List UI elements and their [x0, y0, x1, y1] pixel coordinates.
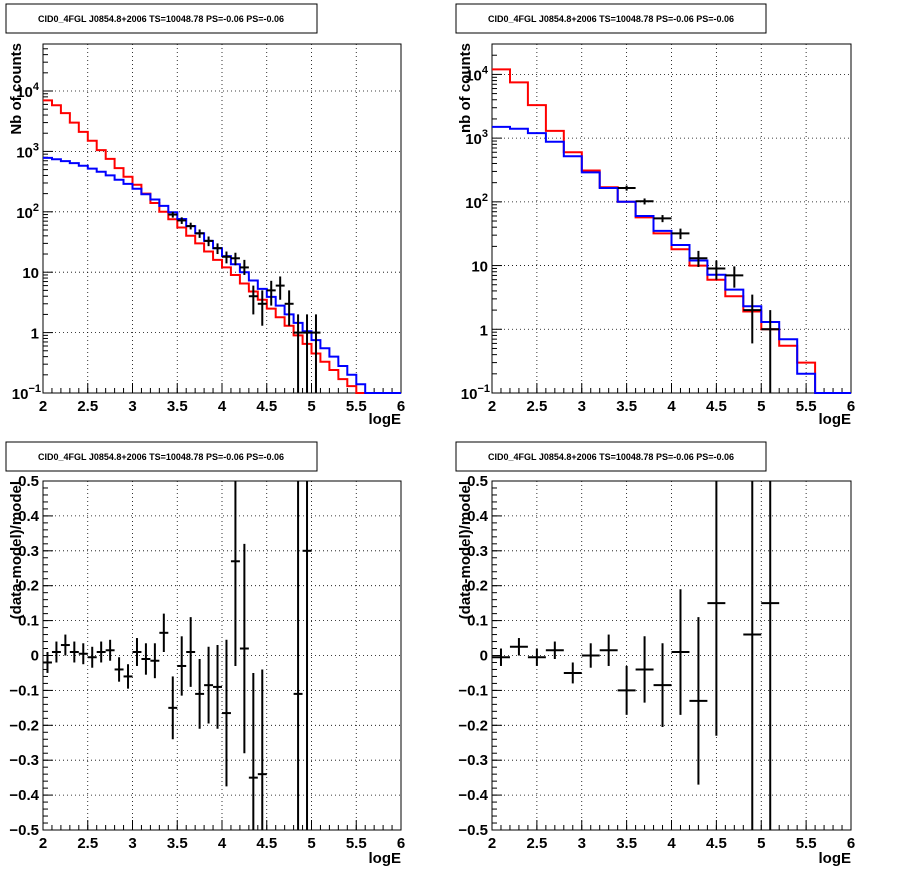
y-tick-label: −0.5	[458, 822, 488, 839]
chart-title: CID0_4FGL J0854.8+2006 TS=10048.78 PS=-0…	[488, 14, 734, 24]
y-tick-label: 1	[480, 322, 488, 339]
y-tick-label: −0.5	[9, 822, 39, 839]
x-tick-label: 4	[218, 398, 227, 415]
y-tick-label: 102	[465, 192, 488, 212]
x-tick-label: 3.5	[167, 835, 188, 852]
x-tick-label: 4.5	[256, 398, 277, 415]
x-tick-label: 4.5	[706, 398, 727, 415]
y-tick-label: 10	[22, 265, 39, 282]
plot-area: 2 2.5 3 3.5 4 4.5 5 5.5 6 10−1 1 10 102 103 104	[461, 44, 855, 415]
y-tick-label: −0.3	[458, 752, 488, 769]
panel-bottom-left: CID0_4FGL J0854.8+2006 TS=10048.78 PS=-0…	[6, 442, 405, 867]
x-tick-label: 4.5	[706, 835, 727, 852]
y-tick-label: 1	[31, 326, 39, 343]
y-tick-label: −0.3	[9, 752, 39, 769]
plot-area: 2 2.5 3 3.5 4 4.5 5 5.5 6−0.5−0.4−0.3−0.2−0.100.…	[9, 473, 405, 852]
x-tick-label: 2	[488, 398, 496, 415]
y-tick-label: 0	[480, 648, 488, 665]
chart-title: CID0_4FGL J0854.8+2006 TS=10048.78 PS=-0…	[38, 452, 284, 462]
x-tick-label: 5	[757, 835, 765, 852]
y-tick-label: −0.1	[9, 682, 39, 699]
chart-title: CID0_4FGL J0854.8+2006 TS=10048.78 PS=-0…	[38, 14, 284, 24]
x-tick-label: 5.5	[346, 835, 367, 852]
x-tick-label: 2.5	[526, 835, 547, 852]
x-tick-label: 2.5	[526, 398, 547, 415]
x-tick-label: 3	[128, 398, 136, 415]
y-tick-label: −0.4	[9, 787, 39, 804]
x-tick-label: 5.5	[796, 398, 817, 415]
x-tick-label: 4	[667, 398, 676, 415]
x-tick-label: 3	[578, 398, 586, 415]
x-tick-label: 2	[488, 835, 496, 852]
x-tick-label: 3.5	[616, 835, 637, 852]
x-tick-label: 5.5	[796, 835, 817, 852]
x-axis-label: logE	[369, 411, 402, 428]
x-tick-label: 3.5	[616, 398, 637, 415]
panel-top-right: CID0_4FGL J0854.8+2006 TS=10048.78 PS=-0…	[456, 4, 855, 428]
y-axis-label: (data-model)/model	[457, 481, 474, 619]
x-axis-label: logE	[819, 411, 852, 428]
y-tick-label: 10	[471, 259, 488, 276]
chart-title: CID0_4FGL J0854.8+2006 TS=10048.78 PS=-0…	[488, 452, 734, 462]
x-tick-label: 4	[667, 835, 676, 852]
y-axis-label: nb of counts	[457, 43, 474, 133]
y-tick-label: 0	[31, 648, 39, 665]
x-tick-label: 5	[307, 835, 315, 852]
y-tick-label: −0.1	[458, 682, 488, 699]
x-tick-label: 2	[39, 835, 47, 852]
panel-top-left: CID0_4FGL J0854.8+2006 TS=10048.78 PS=-0…	[6, 4, 405, 428]
x-tick-label: 5.5	[346, 398, 367, 415]
y-tick-label: −0.2	[9, 717, 39, 734]
x-tick-label: 2.5	[77, 398, 98, 415]
plot-area: 2 2.5 3 3.5 4 4.5 5 5.5 6 10−1 1 10 102 103 104	[12, 44, 405, 415]
y-axis-label: (data-model)/model	[8, 481, 25, 619]
x-tick-label: 3	[578, 835, 586, 852]
y-tick-label: 102	[16, 202, 39, 222]
x-tick-label: 4.5	[256, 835, 277, 852]
y-tick-label: 103	[16, 141, 39, 161]
x-tick-label: 3	[128, 835, 136, 852]
y-axis-label: Nb of counts	[8, 43, 25, 135]
x-tick-label: 5	[757, 398, 765, 415]
x-tick-label: 5	[307, 398, 315, 415]
y-tick-label: −0.4	[458, 787, 488, 804]
plot-area: 2 2.5 3 3.5 4 4.5 5 5.5 6−0.5−0.4−0.3−0.2−0.100.…	[458, 473, 855, 852]
x-tick-label: 3.5	[167, 398, 188, 415]
x-tick-label: 2.5	[77, 835, 98, 852]
x-axis-label: logE	[369, 850, 402, 867]
panel-bottom-right: CID0_4FGL J0854.8+2006 TS=10048.78 PS=-0…	[456, 442, 855, 867]
x-axis-label: logE	[819, 850, 852, 867]
x-tick-label: 4	[218, 835, 227, 852]
y-tick-label: −0.2	[458, 717, 488, 734]
y-tick-label: 10−1	[461, 383, 490, 403]
y-tick-label: 10−1	[12, 383, 41, 403]
x-tick-label: 2	[39, 398, 47, 415]
